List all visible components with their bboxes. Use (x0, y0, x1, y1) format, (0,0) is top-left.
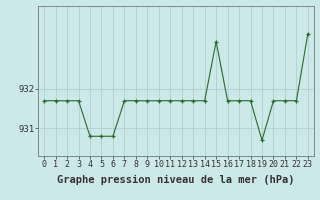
X-axis label: Graphe pression niveau de la mer (hPa): Graphe pression niveau de la mer (hPa) (57, 175, 295, 185)
